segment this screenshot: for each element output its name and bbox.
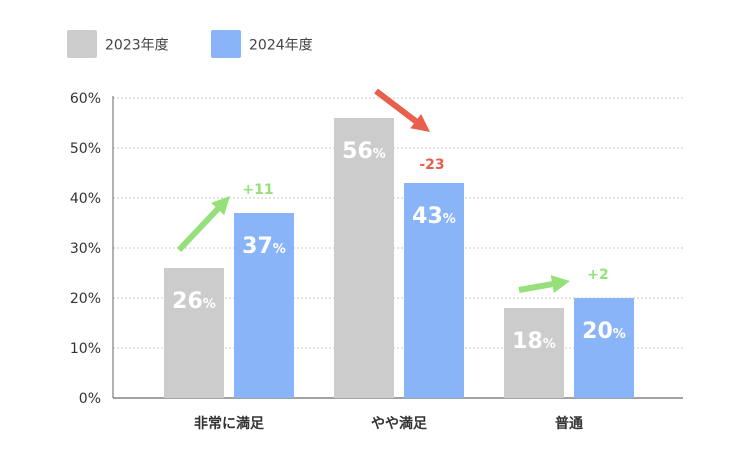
y-tick-label: 40% [70, 191, 101, 207]
bar-2-1 [574, 298, 634, 398]
grid [113, 97, 683, 349]
bar-2-0 [504, 308, 564, 398]
bar-0-1 [234, 213, 294, 398]
bar-value-label: 20% [582, 319, 626, 344]
legend: 2023年度 2024年度 [67, 30, 313, 58]
change-label-0: +11 [242, 182, 273, 198]
x-tick-label: やや満足 [371, 415, 428, 432]
bar-value-label: 56% [342, 139, 386, 164]
bar-value-label: 43% [412, 204, 456, 229]
legend-swatch-0 [67, 30, 97, 58]
x-tick-label: 普通 [555, 415, 583, 432]
legend-swatch-1 [211, 30, 241, 58]
bar-1-1 [404, 183, 464, 398]
bars: 26% 37% 56% 43% 18% 20% [164, 118, 634, 398]
legend-label-1: 2024年度 [249, 38, 313, 54]
x-axis: 非常に満足 やや満足 普通 [194, 415, 583, 432]
y-axis: 0% 10% 20% 30% 40% 50% 60% [70, 91, 683, 407]
change-label-1: -23 [419, 157, 444, 173]
bar-value-label: 18% [512, 329, 556, 354]
bar-0-0 [164, 268, 224, 398]
change-label-2: +2 [587, 267, 608, 283]
y-tick-label: 20% [70, 291, 101, 307]
y-tick-label: 60% [70, 91, 101, 107]
change-arrow-2 [518, 275, 571, 293]
change-arrow-1 [374, 88, 430, 133]
change-annotations: +11 -23 +2 [176, 88, 609, 293]
y-tick-label: 30% [70, 241, 101, 257]
y-tick-label: 10% [70, 341, 101, 357]
x-tick-label: 非常に満足 [194, 415, 265, 432]
bar-value-label: 26% [172, 289, 216, 314]
y-tick-label: 50% [70, 141, 101, 157]
y-tick-label: 0% [79, 391, 101, 407]
change-arrow-0 [176, 196, 231, 253]
bar-1-0 [334, 118, 394, 398]
bar-value-label: 37% [242, 234, 286, 259]
legend-label-0: 2023年度 [105, 38, 169, 54]
